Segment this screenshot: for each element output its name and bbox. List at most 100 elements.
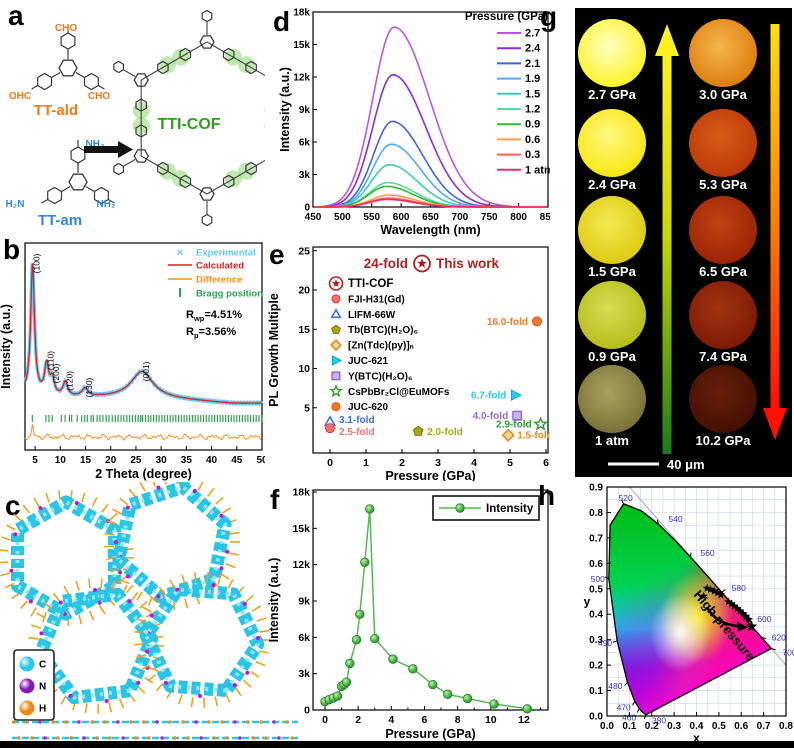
x-tick-label: 4 [388,714,394,726]
locus-tick [636,708,640,713]
h-atom-fringe [227,579,234,589]
y-axis-title: y [584,595,591,609]
pressure-down-arrow-head [763,408,787,440]
h-atom-fringe [152,482,156,487]
layer-atom [134,736,138,740]
data-point [360,557,370,567]
marker-circle [532,316,542,327]
fold-label: 16.0-fold [487,317,528,328]
cho-label: CHO [55,23,77,34]
plot-frame [312,489,549,711]
layer-atom [90,720,94,724]
wavelength-label-560: 560 [700,548,714,558]
tspan: R [186,326,194,338]
fold-label: 3.1-fold [339,415,375,426]
y-tick-label: 10 [298,363,310,375]
layer-atom [290,736,294,740]
panel-letter-e: e [269,239,285,270]
y-tick-label: 15k [293,40,310,51]
pressure-label: 6.5 GPa [699,264,747,279]
x-tick-label: 15 [80,455,92,466]
h-atom-fringe [164,482,167,485]
pl-curve-1 atm [314,198,547,208]
bond [98,84,105,90]
n-atom-dot [114,540,118,544]
tspan: R [186,309,194,321]
legend-label: 0.3 [525,149,540,161]
marker-diamond [501,428,515,442]
benzene-ring [83,72,99,91]
h-atom-fringe [98,605,106,615]
pl-curve-2.7 [314,26,547,208]
nh2-label: NH₂ [86,139,105,150]
y-tick-label: 20 [298,285,310,297]
h-atom-fringe [104,532,115,536]
legend-experimental: Experimental [196,248,256,259]
h-atom-fringe [104,545,115,548]
wavelength-label-540: 540 [668,514,682,524]
h-atom-fringe [147,674,157,682]
x-tick-label: 0.6 [734,721,748,732]
layer-atom [30,736,34,740]
benzene-ring [70,146,86,164]
y-tick-label: 0.0 [589,712,603,723]
h-atom-fringe [119,497,129,506]
marker-star [533,416,549,431]
pressure-down-arrow-shaft [770,24,780,408]
cie-data-star [709,586,719,595]
marker-diamond [329,339,343,352]
peak-index-label: (100) [32,253,42,273]
n-atom-dot [9,568,14,573]
h-atom-fringe [128,488,137,498]
n-atom-dot [93,588,98,593]
cie-data-star [716,590,726,599]
h-atom-fringe [125,584,134,594]
spectral-locus [608,503,773,716]
x-tick-label: 8 [455,714,461,726]
x-tick-label: 10 [485,714,497,726]
layer-atom [285,720,289,724]
y-tick-label: 12k [292,559,310,571]
y-tick-label: 0.1 [589,686,603,697]
legend-difference: Difference [196,275,242,286]
layer-atom [64,720,68,724]
marker-pentagon [331,324,341,334]
h-atom-fringe [107,520,118,525]
y-tick-label: 3k [298,668,310,680]
layer-atom [103,720,107,724]
layer-atom [259,720,263,724]
ohc-label: OHC [9,91,31,102]
layer-atom [272,720,276,724]
fold-label: 2.0-fold [427,427,463,438]
bond [51,71,61,79]
marker-star [329,383,343,398]
cie-data-star [733,603,742,612]
calculated-curve [24,263,262,404]
x-tick-label: 25 [130,455,142,466]
atom-label-C: C [39,660,46,671]
tspan: wp [193,314,205,323]
h-atom-fringe [36,612,46,619]
layer-atom [77,720,81,724]
n-atom-dot [104,698,109,703]
x-tick-label: 2 [399,457,405,469]
benzene-ring [60,32,76,50]
atom-label-N: N [39,682,46,693]
x-marker-icon: × [177,247,183,259]
h-atom-fringe [109,512,118,521]
benzene-ring [179,174,192,189]
cie-data-star [724,597,733,606]
layer-atom [56,736,60,740]
h-atom-fringe [228,552,239,556]
data-point [388,654,398,664]
x-tick-label: 850 [540,212,550,223]
h-atom-fringe [224,692,231,703]
layer-atom [168,720,172,724]
triazine-ring [68,173,88,191]
layer-atom [246,720,250,724]
locus-tick [721,589,726,593]
panel-b-xrd: 5 10 15 20 25 30 35 40 45 50 2 Theta (degree) Inten… [0,232,265,482]
n-atom-dot [28,599,33,604]
layer-atom [43,736,47,740]
